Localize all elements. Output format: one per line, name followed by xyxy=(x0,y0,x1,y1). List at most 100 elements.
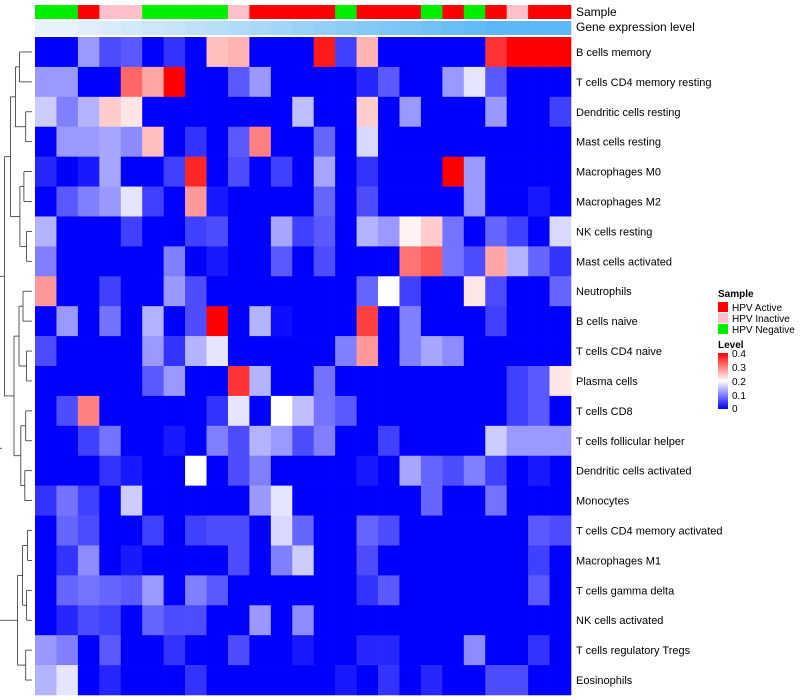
expression-annotation-cell xyxy=(120,21,143,35)
heatmap-cell xyxy=(420,515,443,546)
heatmap-cell xyxy=(485,425,507,457)
heatmap-cell xyxy=(142,186,164,217)
heatmap-cell xyxy=(206,126,229,157)
sample-annotation-cell xyxy=(206,5,229,19)
heatmap-cell xyxy=(142,395,164,427)
heatmap-cell xyxy=(185,186,207,217)
annotation-tracks xyxy=(35,5,572,35)
legend-label-inactive: HPV Inactive xyxy=(732,314,790,325)
heatmap-cell xyxy=(56,126,79,157)
heatmap-cell xyxy=(420,156,443,187)
legend-level-tick-0.4: 0.4 xyxy=(732,349,746,360)
heatmap-cell xyxy=(249,306,272,337)
expression-annotation-cell xyxy=(335,21,357,35)
heatmap-cell xyxy=(335,455,357,486)
heatmap-cell xyxy=(292,246,315,277)
heatmap-cell xyxy=(270,37,293,68)
heatmap-cell xyxy=(99,425,122,457)
heatmap-cell xyxy=(120,665,143,696)
heatmap-cell xyxy=(163,605,186,636)
sample-annotation-cell xyxy=(485,5,507,19)
heatmap-cell xyxy=(463,545,486,576)
heatmap-cell xyxy=(420,66,443,98)
heatmap-cell xyxy=(463,216,486,247)
heatmap-cells xyxy=(35,37,572,696)
heatmap-cell xyxy=(142,246,164,277)
heatmap-cell xyxy=(77,485,100,516)
heatmap-cell xyxy=(185,37,207,68)
sample-annotation-cell xyxy=(463,5,486,19)
heatmap-cell xyxy=(77,186,100,217)
heatmap-cell xyxy=(270,96,293,128)
heatmap-cell xyxy=(399,246,422,277)
expression-annotation-cell xyxy=(77,21,100,35)
heatmap-cell xyxy=(335,126,357,157)
heatmap-cell xyxy=(56,575,79,606)
heatmap-cell xyxy=(249,485,272,516)
heatmap-cell xyxy=(399,455,422,486)
heatmap-cell xyxy=(35,126,57,157)
heatmap-cell xyxy=(142,425,164,457)
heatmap-cell xyxy=(185,395,207,427)
expression-annotation-cell xyxy=(420,21,443,35)
sample-annotation-cell xyxy=(549,5,572,19)
heatmap-cell xyxy=(206,605,229,636)
heatmap-cell xyxy=(420,485,443,516)
heatmap-cell xyxy=(77,126,100,157)
legend-swatch-inactive xyxy=(718,313,728,323)
heatmap-cell xyxy=(335,37,357,68)
heatmap-cell xyxy=(185,605,207,636)
sample-annotation-cell xyxy=(142,5,164,19)
heatmap-cell xyxy=(77,545,100,576)
heatmap-cell xyxy=(249,575,272,606)
heatmap-cell xyxy=(356,276,379,307)
heatmap-cell xyxy=(163,635,186,666)
heatmap-cell xyxy=(442,37,465,68)
heatmap-cell xyxy=(206,515,229,546)
heatmap-cell xyxy=(549,605,572,636)
heatmap-cell xyxy=(485,366,507,397)
heatmap-cell xyxy=(35,425,57,457)
heatmap-cell xyxy=(399,216,422,247)
heatmap-cell xyxy=(120,156,143,187)
heatmap-cell xyxy=(549,485,572,516)
heatmap-cell xyxy=(506,306,529,337)
heatmap-cell xyxy=(292,665,315,696)
heatmap-cell xyxy=(56,186,79,217)
legend-level: Level 0.4 0.3 0.2 0.1 0 xyxy=(718,340,746,415)
heatmap-cell xyxy=(99,246,122,277)
heatmap-cell xyxy=(506,216,529,247)
heatmap-cell xyxy=(313,126,336,157)
heatmap-cell xyxy=(378,485,400,516)
heatmap-cell xyxy=(142,485,164,516)
heatmap-cell xyxy=(35,515,57,546)
heatmap-cell xyxy=(335,605,357,636)
sample-annotation-cell xyxy=(420,5,443,19)
heatmap-cell xyxy=(77,665,100,696)
heatmap-cell xyxy=(506,635,529,666)
heatmap-cell xyxy=(227,186,250,217)
heatmap-cell xyxy=(506,485,529,516)
heatmap-cell xyxy=(485,37,507,68)
heatmap-cell xyxy=(399,186,422,217)
heatmap-cell xyxy=(120,485,143,516)
heatmap-cell xyxy=(35,455,57,486)
heatmap-cell xyxy=(56,276,79,307)
heatmap-cell xyxy=(442,395,465,427)
heatmap-cell xyxy=(249,276,272,307)
sample-annotation-cell xyxy=(399,5,422,19)
heatmap-cell xyxy=(270,545,293,576)
heatmap-cell xyxy=(35,366,57,397)
heatmap-cell xyxy=(356,635,379,666)
heatmap-cell xyxy=(442,545,465,576)
heatmap-cell xyxy=(313,66,336,98)
heatmap-cell xyxy=(35,605,57,636)
heatmap-cell xyxy=(270,455,293,486)
heatmap-cell xyxy=(227,37,250,68)
heatmap-cell xyxy=(56,96,79,128)
heatmap-cell xyxy=(99,545,122,576)
heatmap-cell xyxy=(506,37,529,68)
heatmap-cell xyxy=(463,575,486,606)
heatmap-cell xyxy=(313,545,336,576)
